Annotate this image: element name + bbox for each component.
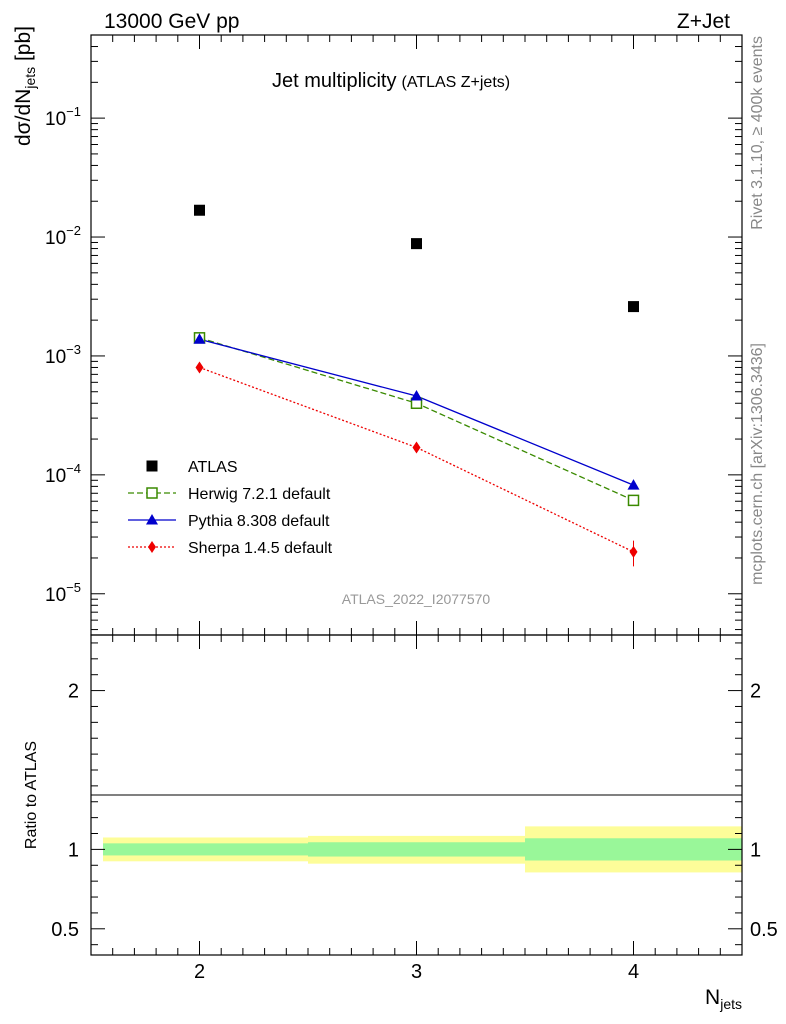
legend-entry: Herwig 7.2.1 default	[188, 486, 331, 503]
header-process-label: Z+Jet	[677, 10, 730, 33]
header-energy-label: 13000 GeV pp	[104, 10, 239, 33]
main-y-tick-label: 10−2	[45, 223, 81, 249]
series-line	[199, 366, 634, 553]
legend-entry: Pythia 8.308 default	[188, 513, 330, 530]
ratio-plot-frame	[90, 634, 743, 956]
chart-title: Jet multiplicity (ATLAS Z+jets)	[272, 70, 510, 92]
ratio-y-tick-label-left: 2	[68, 681, 79, 703]
main-plot-panel: 10−5 10−4 10−3 10−2 10−1 Jet multiplicity (AT…	[12, 26, 743, 636]
ratio-inner-band	[103, 843, 308, 856]
ratio-inner-band	[525, 838, 742, 861]
ratio-axis-ticks	[91, 635, 742, 955]
data-point	[146, 487, 158, 499]
ratio-y-tick-label-right: 2	[750, 681, 761, 703]
side-text-mcplots: mcplots.cern.ch [arXiv:1306.3436]	[749, 343, 766, 585]
ratio-y-tick-label-left: 0.5	[51, 919, 79, 941]
side-text-rivet: Rivet 3.1.10, ≥ 400k events	[749, 36, 766, 230]
main-y-tick-label: 10−3	[45, 342, 81, 368]
x-axis-label: Njets	[705, 986, 742, 1012]
data-point	[195, 361, 204, 374]
ratio-y-tick-label-right: 0.5	[750, 919, 778, 941]
x-tick-labels: 2 3 4	[194, 961, 639, 983]
main-y-tick-label: 10−1	[45, 104, 81, 130]
x-tick-label: 4	[628, 961, 639, 983]
legend-entry: ATLAS	[188, 459, 238, 476]
legend: ATLAS Herwig 7.2.1 default Pythia 8.308 de…	[128, 459, 333, 557]
legend-entry: Sherpa 1.4.5 default	[188, 540, 333, 557]
analysis-id-label: ATLAS_2022_I2077570	[342, 591, 491, 607]
main-y-tick-labels: 10−5 10−4 10−3 10−2 10−1	[45, 104, 81, 606]
x-tick-label: 3	[411, 961, 422, 983]
ratio-uncertainty-bands	[103, 826, 742, 873]
ratio-y-tick-label-left: 1	[68, 839, 79, 861]
data-point	[410, 390, 423, 401]
data-point	[148, 541, 156, 553]
y-axis-label: dσ/dNjets [pb]	[12, 26, 38, 146]
main-axis-ticks	[91, 34, 742, 635]
data-point	[193, 333, 206, 344]
ratio-inner-band	[308, 842, 525, 857]
series-line	[199, 338, 634, 486]
series-markers	[193, 204, 640, 567]
data-point	[146, 514, 158, 525]
data-point	[629, 545, 638, 558]
data-point	[628, 301, 639, 313]
ratio-y-tick-labels: 0.5 0.5 1 1 2 2	[51, 681, 778, 941]
x-tick-label: 2	[194, 961, 205, 983]
ratio-y-tick-label-right: 1	[750, 839, 761, 861]
main-y-tick-label: 10−5	[45, 580, 81, 606]
ratio-plot-panel: 0.5 0.5 1 1 2 2 Ratio to ATLAS 2 3 4 Njets	[23, 634, 778, 1012]
data-point	[411, 238, 422, 250]
series-line	[199, 337, 634, 501]
data-point	[194, 204, 205, 216]
data-point	[146, 460, 158, 472]
data-point	[412, 441, 421, 454]
data-point	[627, 494, 640, 507]
main-y-tick-label: 10−4	[45, 461, 81, 487]
ratio-y-axis-label: Ratio to ATLAS	[23, 741, 40, 849]
data-point	[627, 479, 640, 490]
